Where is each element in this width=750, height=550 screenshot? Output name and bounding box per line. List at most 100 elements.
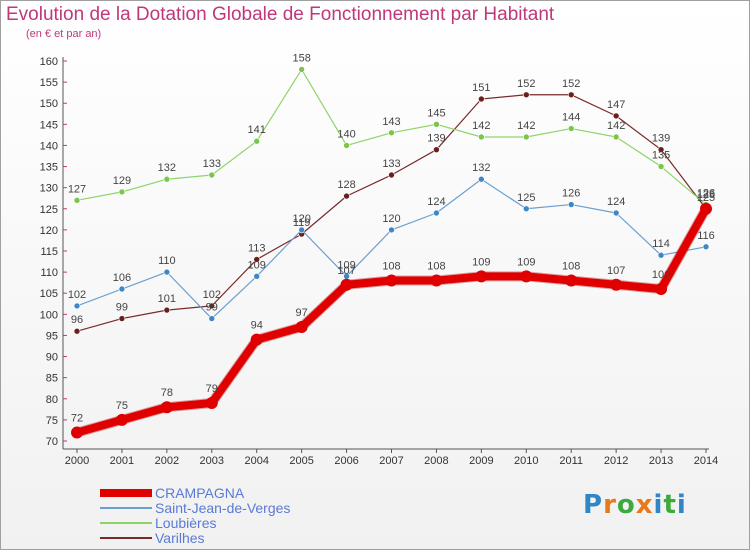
data-point-varilhes [343, 192, 350, 200]
data-point-loubieres [612, 133, 620, 141]
data-point-loubieres [567, 125, 575, 132]
x-tick-label: 2002 [155, 455, 179, 467]
legend-item-loubieres: Loubières [100, 514, 290, 531]
data-label-varilhes: 152 [562, 78, 580, 90]
data-label-saint-jean-de-verges: 106 [113, 272, 131, 284]
data-point-loubieres [522, 133, 530, 141]
legend-swatch-loubieres [100, 521, 152, 524]
data-label-saint-jean-de-verges: 102 [68, 289, 86, 301]
data-point-varilhes [478, 95, 485, 103]
y-tick-label: 70 [46, 436, 58, 448]
data-label-crampagna: 108 [382, 261, 400, 273]
legend: CRAMPAGNA Saint-Jean-de-Verges Loubières Va… [100, 484, 290, 546]
y-tick-label: 145 [40, 119, 58, 131]
legend-swatch-crampagna [100, 488, 152, 497]
logo-letter: x [635, 490, 654, 520]
proxiti-logo: Proxiti [583, 490, 687, 520]
data-label-varilhes: 101 [158, 293, 176, 305]
data-point-loubieres [478, 133, 485, 141]
data-point-crampagna [520, 270, 533, 283]
data-point-crampagna [250, 333, 263, 346]
data-point-crampagna [655, 283, 668, 295]
x-tick-label: 2010 [514, 455, 538, 467]
x-tick-label: 2011 [559, 455, 583, 467]
chart-title: Evolution de la Dotation Globale de Fonc… [6, 4, 555, 25]
data-label-saint-jean-de-verges: 109 [337, 259, 355, 271]
data-point-crampagna [205, 397, 218, 409]
x-tick-label: 2005 [289, 455, 313, 467]
data-label-varilhes: 152 [517, 78, 535, 90]
data-point-varilhes [567, 91, 575, 99]
data-label-loubieres: 142 [472, 120, 490, 132]
data-point-saint-jean-de-verges [702, 243, 710, 251]
data-point-crampagna [385, 274, 398, 287]
data-point-saint-jean-de-verges [73, 302, 81, 310]
series-line-loubieres [76, 68, 707, 206]
logo-letter: t [663, 490, 677, 520]
data-label-varilhes: 151 [472, 82, 490, 94]
data-point-varilhes [433, 146, 440, 153]
data-point-saint-jean-de-verges [522, 205, 530, 213]
data-label-loubieres: 143 [382, 116, 400, 128]
data-label-varilhes: 133 [382, 158, 400, 170]
data-label-saint-jean-de-verges: 120 [292, 213, 310, 225]
data-point-saint-jean-de-verges [433, 209, 440, 217]
data-point-varilhes [253, 256, 261, 263]
legend-item-crampagna: CRAMPAGNA [100, 484, 290, 501]
data-label-varilhes: 147 [607, 99, 625, 111]
data-label-loubieres: 158 [292, 52, 310, 64]
data-point-crampagna [475, 270, 488, 283]
data-label-crampagna: 72 [71, 413, 83, 425]
data-label-crampagna: 79 [206, 383, 218, 395]
data-point-crampagna [700, 202, 712, 215]
data-point-loubieres [298, 66, 305, 73]
x-tick-label: 2014 [694, 455, 718, 467]
data-label-crampagna: 97 [296, 307, 308, 319]
data-label-loubieres: 126 [697, 188, 715, 200]
x-tick-label: 2003 [200, 455, 224, 467]
data-point-loubieres [118, 188, 126, 196]
data-point-saint-jean-de-verges [298, 226, 305, 234]
data-label-crampagna: 125 [697, 189, 715, 201]
data-point-crampagna [430, 274, 443, 287]
data-label-saint-jean-de-verges: 126 [562, 188, 580, 200]
data-label-varilhes: 139 [652, 133, 670, 145]
data-label-varilhes: 102 [203, 289, 221, 301]
x-tick-label: 2009 [469, 455, 493, 467]
y-tick-label: 90 [46, 352, 58, 364]
legend-label: CRAMPAGNA [155, 484, 245, 501]
data-label-loubieres: 144 [562, 112, 580, 124]
data-label-saint-jean-de-verges: 99 [206, 302, 218, 314]
data-point-varilhes [118, 315, 126, 322]
data-point-crampagna [115, 413, 128, 426]
data-point-varilhes [657, 146, 665, 153]
data-label-saint-jean-de-verges: 114 [652, 238, 670, 250]
chart-subtitle: (en € et par an) [26, 28, 102, 40]
legend-label: Loubières [155, 514, 217, 531]
data-label-crampagna: 108 [562, 261, 580, 273]
y-tick-label: 140 [40, 140, 58, 152]
y-tick-label: 130 [40, 183, 58, 195]
y-tick-label: 125 [40, 204, 58, 216]
data-label-loubieres: 135 [652, 150, 670, 162]
y-tick-label: 75 [46, 415, 58, 427]
data-point-loubieres [253, 137, 261, 145]
data-point-loubieres [343, 142, 350, 149]
data-label-saint-jean-de-verges: 109 [248, 259, 266, 271]
data-point-saint-jean-de-verges [478, 175, 485, 183]
x-tick-label: 2004 [244, 455, 268, 467]
legend-swatch-saint-jean-de-verges [100, 506, 152, 509]
data-label-saint-jean-de-verges: 120 [382, 213, 400, 225]
y-tick-label: 150 [40, 98, 58, 110]
data-label-loubieres: 142 [517, 120, 535, 132]
data-label-varilhes: 125 [697, 192, 715, 204]
data-point-varilhes [612, 112, 620, 120]
y-tick-label: 160 [40, 56, 58, 68]
y-tick-label: 135 [40, 162, 58, 174]
data-label-varilhes: 113 [248, 242, 266, 254]
data-label-varilhes: 139 [427, 133, 445, 145]
data-point-varilhes [208, 302, 216, 310]
data-point-varilhes [73, 327, 81, 335]
